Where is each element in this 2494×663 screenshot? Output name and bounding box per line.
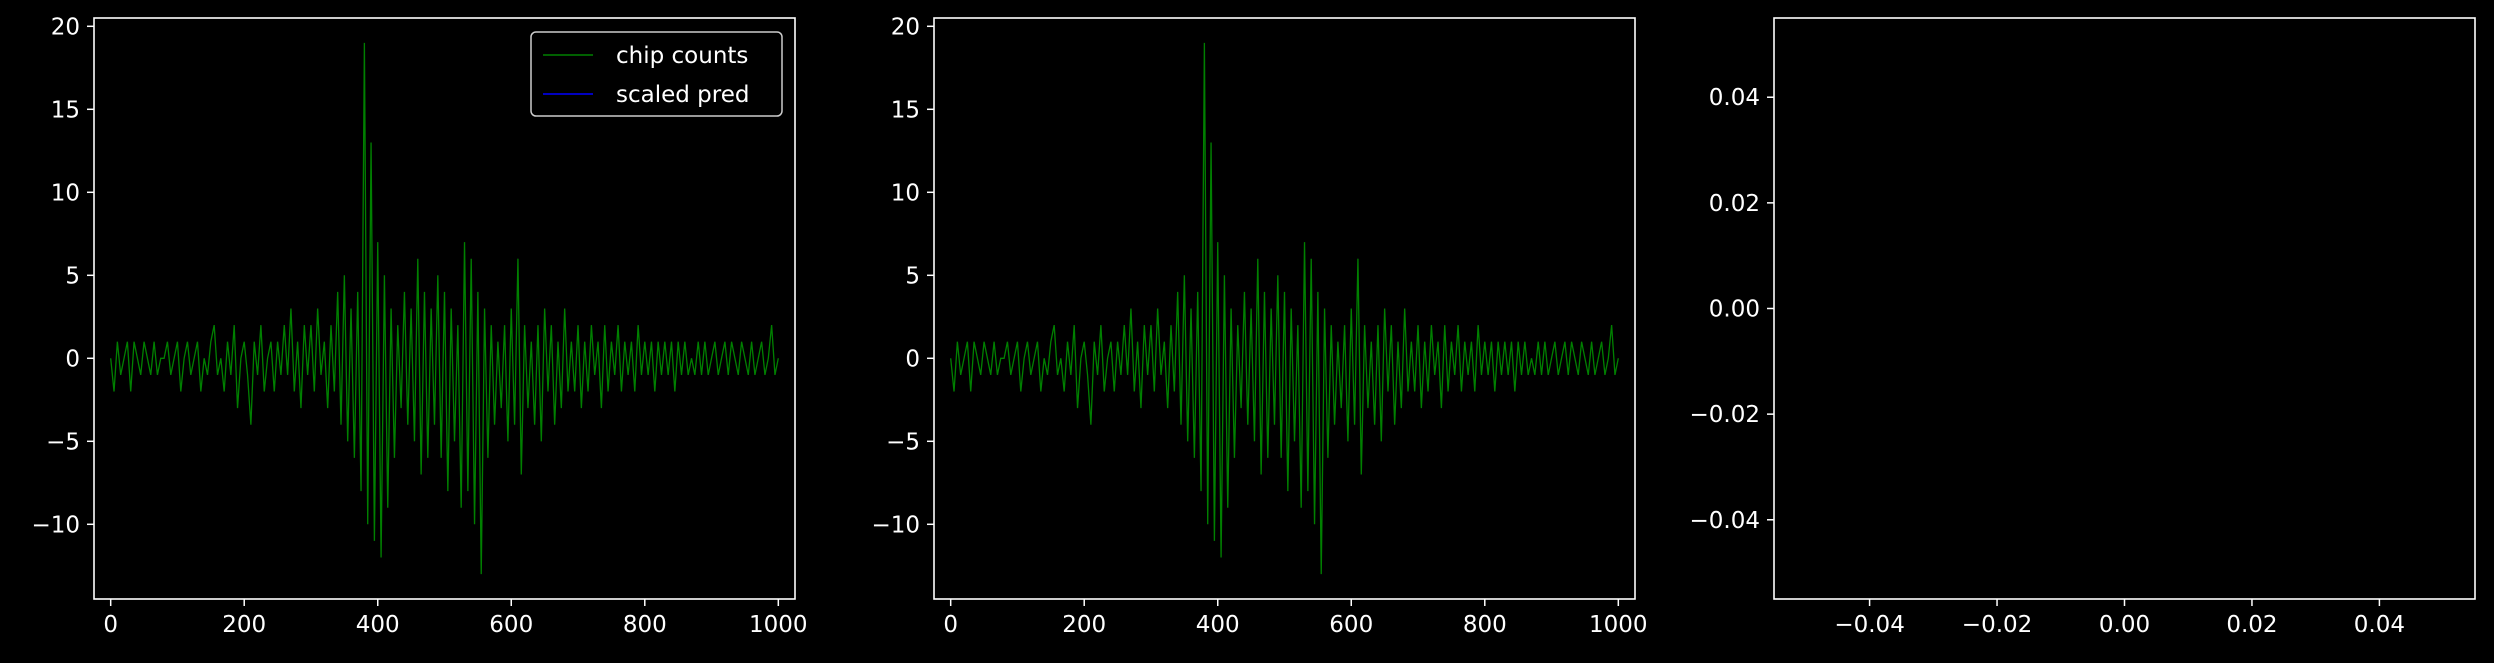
subplot-3-y-ticks: −0.04 −0.02 0.00 0.02 0.04 — [1690, 85, 1774, 534]
subplot-1-frame — [93, 17, 796, 600]
legend-box — [530, 31, 783, 117]
subplot-2-y-tick-label: −5 — [886, 429, 920, 455]
subplot-1-series-chip-counts-line — [110, 42, 779, 575]
subplot-2-y-tick-label: 10 — [891, 180, 920, 206]
subplot-1: 0 200 400 600 800 1000 −10 −5 0 5 10 15 20 chip cou… — [31, 14, 807, 638]
subplot-2-x-tick-label: 600 — [1329, 612, 1373, 638]
subplot-2-series-chip-counts-line — [950, 42, 1619, 575]
subplot-2-x-tick-label: 800 — [1463, 612, 1507, 638]
subplot-1-x-tick-label: 800 — [623, 612, 667, 638]
subplot-1-y-ticks: −10 −5 0 5 10 15 20 — [31, 14, 94, 538]
subplot-3-x-tick-label: 0.02 — [2226, 612, 2277, 638]
subplot-1-x-tick-label: 400 — [356, 612, 400, 638]
subplot-3-x-tick-label: −0.04 — [1834, 612, 1904, 638]
subplot-1-y-tick-label: −5 — [46, 429, 80, 455]
subplot-3-y-tick-label: −0.04 — [1690, 508, 1760, 534]
subplot-1-x-ticks: 0 200 400 600 800 1000 — [103, 599, 808, 638]
subplot-3-x-ticks: −0.04 −0.02 0.00 0.02 0.04 — [1834, 599, 2405, 638]
subplot-1-series-layer — [110, 42, 779, 575]
subplot-3: −0.04 −0.02 0.00 0.02 0.04 −0.04 −0.02 0.00 0.0… — [1690, 17, 2476, 638]
subplot-2-y-ticks: −10 −5 0 5 10 15 20 — [871, 14, 934, 538]
subplot-2-x-ticks: 0 200 400 600 800 1000 — [943, 599, 1648, 638]
subplot-1-y-tick-label: 0 — [65, 346, 80, 372]
subplot-2-y-tick-label: 5 — [905, 263, 920, 289]
subplot-1-x-tick-label: 600 — [489, 612, 533, 638]
subplot-2-y-tick-label: 20 — [891, 14, 920, 40]
subplot-2-x-tick-label: 400 — [1196, 612, 1240, 638]
subplot-2-y-tick-label: 0 — [905, 346, 920, 372]
subplot-1-x-tick-label: 1000 — [749, 612, 808, 638]
subplot-1-y-tick-label: 20 — [51, 14, 80, 40]
subplot-3-y-tick-label: 0.04 — [1709, 85, 1760, 111]
subplot-2-y-tick-label: 15 — [891, 97, 920, 123]
subplot-3-y-tick-label: −0.02 — [1690, 402, 1760, 428]
legend: chip counts scaled pred — [530, 31, 783, 117]
subplot-1-y-tick-label: 10 — [51, 180, 80, 206]
subplot-1-y-tick-label: −10 — [31, 512, 80, 538]
subplot-2-x-tick-label: 0 — [943, 612, 958, 638]
subplot-3-y-tick-label: 0.00 — [1709, 297, 1760, 323]
subplot-2-series-layer — [950, 42, 1619, 575]
subplot-2-x-tick-label: 1000 — [1589, 612, 1648, 638]
subplot-1-y-tick-label: 5 — [65, 263, 80, 289]
subplot-2-x-tick-label: 200 — [1062, 612, 1106, 638]
subplot-3-x-tick-label: 0.00 — [2099, 612, 2150, 638]
subplot-2-frame — [933, 17, 1636, 600]
legend-label-chip-counts: chip counts — [616, 43, 748, 69]
subplot-3-x-tick-label: 0.04 — [2354, 612, 2405, 638]
subplot-1-x-tick-label: 200 — [222, 612, 266, 638]
subplot-3-y-tick-label: 0.02 — [1709, 191, 1760, 217]
subplot-1-x-tick-label: 0 — [103, 612, 118, 638]
subplot-3-x-tick-label: −0.02 — [1962, 612, 2032, 638]
legend-label-scaled-pred: scaled pred — [616, 82, 749, 108]
subplot-1-y-tick-label: 15 — [51, 97, 80, 123]
subplot-2-y-tick-label: −10 — [871, 512, 920, 538]
subplot-2: 0 200 400 600 800 1000 −10 −5 0 5 10 15 20 — [871, 14, 1647, 638]
